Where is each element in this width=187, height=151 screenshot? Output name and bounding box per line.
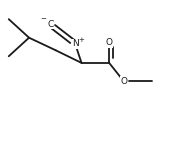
Text: C: C — [47, 20, 53, 29]
Text: O: O — [106, 38, 113, 47]
Text: +: + — [79, 37, 85, 43]
Text: O: O — [120, 77, 127, 86]
Text: −: − — [40, 16, 46, 22]
Text: N: N — [72, 39, 79, 48]
